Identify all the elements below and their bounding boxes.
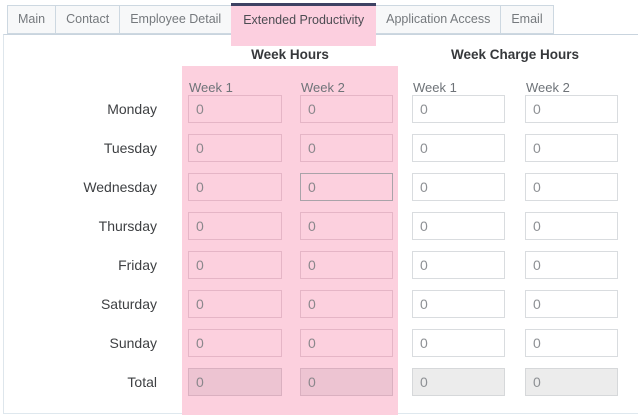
week-hours-w2-monday-input[interactable] (300, 95, 393, 123)
table-row-saturday: Saturday (0, 290, 638, 318)
row-label-total: Total (127, 374, 157, 390)
week-hours-w1-saturday-input[interactable] (188, 290, 282, 318)
charge-hours-w1-tuesday-input[interactable] (412, 134, 505, 162)
week-hours-w2-wednesday-input[interactable] (300, 173, 393, 201)
charge-hours-w2-sunday-input[interactable] (525, 329, 618, 357)
row-label-friday: Friday (118, 257, 157, 273)
table-row-thursday: Thursday (0, 212, 638, 240)
week-hours-w2-sunday-input[interactable] (300, 329, 393, 357)
table-row-wednesday: Wednesday (0, 173, 638, 201)
charge-hours-w2-wednesday-input[interactable] (525, 173, 618, 201)
week-hours-w1-sunday-input[interactable] (188, 329, 282, 357)
row-label-sunday: Sunday (109, 335, 157, 351)
charge-hours-w2-friday-input[interactable] (525, 251, 618, 279)
row-label-monday: Monday (107, 101, 157, 117)
charge-hours-w2-total-input (525, 368, 618, 396)
charge-hours-w2-thursday-input[interactable] (525, 212, 618, 240)
week-hours-title: Week Hours (251, 47, 329, 62)
table-row-monday: Monday (0, 95, 638, 123)
week-hours-w1-tuesday-input[interactable] (188, 134, 282, 162)
charge-hours-w1-thursday-input[interactable] (412, 212, 505, 240)
tab-employee-detail[interactable]: Employee Detail (119, 5, 233, 34)
charge-hours-w1-friday-input[interactable] (412, 251, 505, 279)
charge-hours-w1-total-input (412, 368, 505, 396)
tab-main[interactable]: Main (7, 5, 57, 34)
tab-email[interactable]: Email (500, 5, 554, 34)
row-label-wednesday: Wednesday (83, 179, 157, 195)
week-hours-w1-monday-input[interactable] (188, 95, 282, 123)
charge-hours-w2-monday-input[interactable] (525, 95, 618, 123)
tab-application-access[interactable]: Application Access (375, 5, 502, 34)
charge-hours-w2-tuesday-input[interactable] (525, 134, 618, 162)
week-hours-w2-saturday-input[interactable] (300, 290, 393, 318)
charge-hours-w1-wednesday-input[interactable] (412, 173, 505, 201)
row-label-tuesday: Tuesday (103, 140, 157, 156)
week-hours-week2-column-header: Week 2 (301, 80, 345, 95)
charge-hours-w2-saturday-input[interactable] (525, 290, 618, 318)
week-hours-w1-wednesday-input[interactable] (188, 173, 282, 201)
tab-extended-productivity[interactable]: Extended Productivity (231, 3, 377, 46)
week-hours-w2-friday-input[interactable] (300, 251, 393, 279)
tab-contact[interactable]: Contact (55, 5, 121, 34)
week-hours-w2-tuesday-input[interactable] (300, 134, 393, 162)
week-hours-w2-thursday-input[interactable] (300, 212, 393, 240)
week-hours-week1-column-header: Week 1 (189, 80, 233, 95)
week-hours-w1-total-input (188, 368, 282, 396)
week-hours-w1-thursday-input[interactable] (188, 212, 282, 240)
row-label-saturday: Saturday (100, 296, 157, 312)
week-charge-hours-title: Week Charge Hours (450, 47, 580, 62)
row-label-thursday: Thursday (98, 218, 157, 234)
charge-hours-w1-monday-input[interactable] (412, 95, 505, 123)
tab-bar: Main Contact Employee Detail Extended Pr… (7, 3, 554, 46)
charge-hours-w1-sunday-input[interactable] (412, 329, 505, 357)
week-charge-hours-week1-column-header: Week 1 (413, 80, 457, 95)
table-row-tuesday: Tuesday (0, 134, 638, 162)
table-row-total: Total (0, 368, 638, 396)
week-hours-w2-total-input (300, 368, 393, 396)
table-row-friday: Friday (0, 251, 638, 279)
table-row-sunday: Sunday (0, 329, 638, 357)
week-hours-w1-friday-input[interactable] (188, 251, 282, 279)
week-charge-hours-week2-column-header: Week 2 (526, 80, 570, 95)
charge-hours-w1-saturday-input[interactable] (412, 290, 505, 318)
